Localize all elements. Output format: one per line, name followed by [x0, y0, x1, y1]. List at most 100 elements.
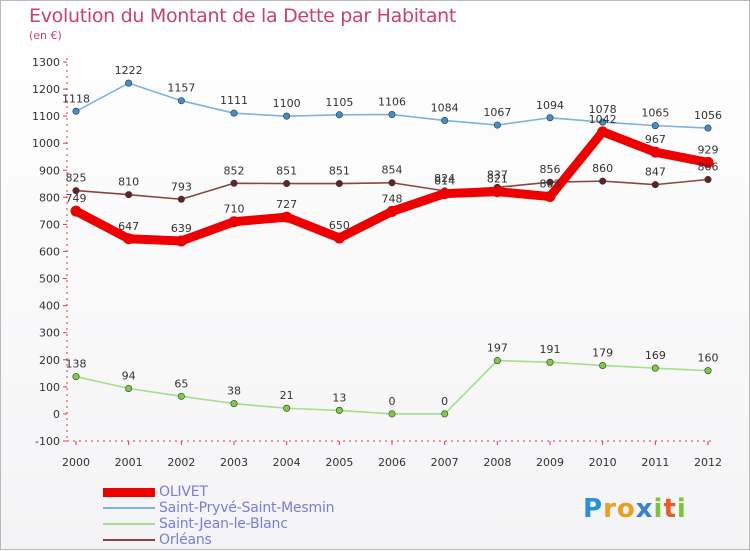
logo-letter: i [676, 494, 687, 524]
data-point-saint-pryv-saint-mesmin [72, 107, 80, 115]
x-tick-label: 2009 [536, 456, 564, 469]
legend-item: OLIVET [103, 484, 334, 500]
data-label-orl-ans: 824 [434, 172, 455, 185]
data-point-saint-jean-le-blanc [230, 400, 238, 408]
data-point-olivet [649, 146, 661, 158]
data-label-saint-pryv-saint-mesmin: 1106 [378, 96, 406, 109]
y-tick-label: 700 [39, 218, 60, 231]
data-label-olivet: 821 [487, 173, 508, 186]
data-point-orl-ans [651, 181, 659, 189]
data-label-saint-jean-le-blanc: 138 [66, 358, 87, 371]
data-label-olivet: 967 [645, 133, 666, 146]
data-point-saint-jean-le-blanc [546, 358, 554, 366]
y-tick-label: 200 [39, 354, 60, 367]
data-label-saint-jean-le-blanc: 0 [389, 395, 396, 408]
x-tick-label: 2010 [589, 456, 617, 469]
data-point-orl-ans [177, 195, 185, 203]
data-label-saint-jean-le-blanc: 160 [698, 352, 719, 365]
y-tick-label: 300 [39, 327, 60, 340]
data-label-saint-pryv-saint-mesmin: 1222 [115, 64, 143, 77]
data-label-olivet: 639 [171, 222, 192, 235]
x-tick-label: 2004 [273, 456, 301, 469]
legend-label: Orléans [159, 532, 212, 548]
legend-swatch [103, 507, 155, 509]
data-point-saint-jean-le-blanc [704, 367, 712, 375]
data-label-orl-ans: 860 [592, 162, 613, 175]
data-point-saint-jean-le-blanc [651, 364, 659, 372]
data-point-orl-ans [546, 178, 554, 186]
x-tick-label: 2011 [641, 456, 669, 469]
data-point-saint-jean-le-blanc [388, 410, 396, 418]
data-point-saint-pryv-saint-mesmin [441, 116, 449, 124]
data-label-saint-pryv-saint-mesmin: 1084 [431, 101, 459, 114]
data-point-saint-pryv-saint-mesmin [388, 111, 396, 119]
chart-legend: OLIVET Saint-Pryvé-Saint-Mesmin Saint-Jean… [103, 484, 335, 548]
y-tick-label: 1300 [32, 56, 60, 69]
data-point-orl-ans [704, 175, 712, 183]
data-label-saint-pryv-saint-mesmin: 1067 [483, 106, 511, 119]
data-label-orl-ans: 847 [645, 166, 666, 179]
y-tick-label: -100 [35, 435, 60, 448]
data-point-olivet [228, 216, 240, 228]
data-point-olivet [386, 205, 398, 217]
legend-item: Saint-Pryvé-Saint-Mesmin [103, 500, 335, 516]
data-label-olivet: 650 [329, 219, 350, 232]
data-label-orl-ans: 851 [329, 165, 350, 178]
data-point-saint-jean-le-blanc [335, 406, 343, 414]
data-point-olivet [70, 205, 82, 217]
data-label-olivet: 814 [434, 175, 455, 188]
y-tick-label: 100 [39, 381, 60, 394]
logo-letter: i [653, 494, 664, 524]
y-tick-label: 1100 [32, 110, 60, 123]
data-point-olivet [439, 188, 451, 200]
y-tick-label: 900 [39, 164, 60, 177]
data-label-saint-pryv-saint-mesmin: 1094 [536, 99, 564, 112]
data-point-orl-ans [599, 177, 607, 185]
data-label-saint-jean-le-blanc: 197 [487, 342, 508, 355]
data-point-saint-pryv-saint-mesmin [335, 111, 343, 119]
proxiti-logo: Proxiti [583, 494, 687, 524]
data-label-olivet: 749 [66, 192, 87, 205]
data-point-saint-jean-le-blanc [72, 373, 80, 381]
logo-letter: r [603, 494, 617, 524]
data-label-orl-ans: 825 [66, 172, 87, 185]
data-label-orl-ans: 837 [487, 168, 508, 181]
data-label-saint-pryv-saint-mesmin: 1078 [589, 103, 617, 116]
x-tick-label: 2007 [431, 456, 459, 469]
data-label-saint-pryv-saint-mesmin: 1111 [220, 94, 248, 107]
x-tick-label: 2008 [483, 456, 511, 469]
x-tick-label: 2006 [378, 456, 406, 469]
data-point-saint-jean-le-blanc [493, 357, 501, 365]
logo-letter: P [583, 494, 604, 524]
y-tick-label: 600 [39, 246, 60, 259]
data-point-saint-jean-le-blanc [177, 392, 185, 400]
data-label-saint-jean-le-blanc: 21 [280, 389, 294, 402]
logo-letter: o [616, 494, 636, 524]
legend-item: Orléans [103, 532, 334, 548]
y-tick-label: 400 [39, 300, 60, 313]
data-label-saint-pryv-saint-mesmin: 1118 [62, 92, 90, 105]
data-point-saint-jean-le-blanc [125, 384, 133, 392]
data-label-saint-pryv-saint-mesmin: 1100 [273, 97, 301, 110]
data-label-orl-ans: 810 [118, 176, 139, 189]
data-point-olivet [281, 211, 293, 223]
data-label-olivet: 1042 [589, 113, 617, 126]
data-point-orl-ans [335, 180, 343, 188]
logo-letter: t [663, 494, 677, 524]
data-label-saint-pryv-saint-mesmin: 1056 [694, 109, 722, 122]
data-label-saint-pryv-saint-mesmin: 1105 [325, 96, 353, 109]
logo-letter: x [635, 494, 654, 524]
data-label-olivet: 803 [540, 178, 561, 191]
data-label-orl-ans: 856 [540, 163, 561, 176]
data-label-saint-pryv-saint-mesmin: 1065 [641, 107, 669, 120]
data-label-saint-pryv-saint-mesmin: 1157 [167, 82, 195, 95]
data-point-saint-pryv-saint-mesmin [283, 112, 291, 120]
data-point-olivet [333, 232, 345, 244]
legend-swatch [103, 523, 155, 525]
y-tick-label: 800 [39, 191, 60, 204]
data-point-olivet [491, 186, 503, 198]
data-point-saint-pryv-saint-mesmin [651, 122, 659, 130]
legend-label: OLIVET [159, 484, 208, 500]
